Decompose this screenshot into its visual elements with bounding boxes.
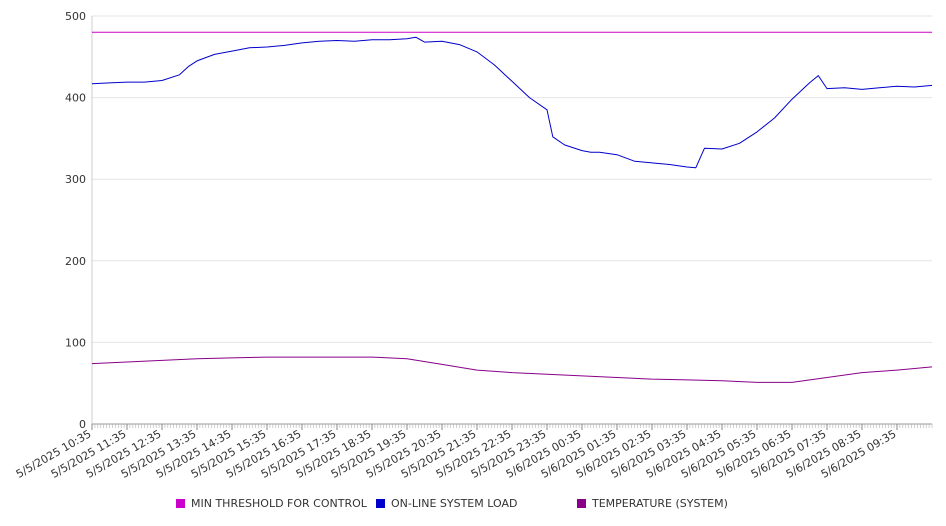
legend-item-min-threshold[interactable]: MIN THRESHOLD FOR CONTROL: [176, 497, 367, 510]
x-axis-tick-labels: 5/5/2025 10:355/5/2025 11:355/5/2025 12:…: [14, 427, 899, 481]
legend-swatch-system-load: [376, 499, 385, 508]
legend: MIN THRESHOLD FOR CONTROL ON-LINE SYSTEM…: [0, 497, 946, 515]
legend-label-system-load: ON-LINE SYSTEM LOAD: [391, 497, 518, 510]
y-tick-label-0: 0: [79, 418, 86, 431]
legend-swatch-temperature: [577, 499, 586, 508]
x-axis-ticks: [91, 424, 933, 430]
series-line-system-load: [91, 36, 933, 169]
y-tick-label-400: 400: [65, 92, 86, 105]
y-tick-label-300: 300: [65, 173, 86, 186]
legend-label-temperature: TEMPERATURE (SYSTEM): [592, 497, 728, 510]
axes: [91, 16, 932, 425]
legend-item-temperature[interactable]: TEMPERATURE (SYSTEM): [577, 497, 728, 510]
legend-swatch-min-threshold: [176, 499, 185, 508]
y-axis-tick-labels: 0 100 200 300 400 500: [65, 10, 86, 431]
series-lines: [91, 31, 933, 383]
gridlines: [92, 15, 932, 343]
y-tick-label-500: 500: [65, 10, 86, 23]
y-tick-label-200: 200: [65, 255, 86, 268]
y-tick-label-100: 100: [65, 336, 86, 349]
legend-label-min-threshold: MIN THRESHOLD FOR CONTROL: [191, 497, 367, 510]
line-chart: 0 100 200 300 400 500 5/5/2025 10:355/5/2025 …: [14, 10, 933, 481]
legend-item-system-load[interactable]: ON-LINE SYSTEM LOAD: [376, 497, 517, 510]
series-line-temperature: [91, 356, 933, 383]
